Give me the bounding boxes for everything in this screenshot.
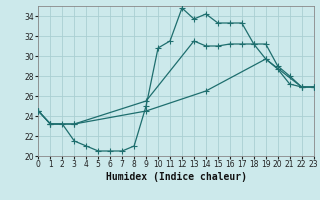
- X-axis label: Humidex (Indice chaleur): Humidex (Indice chaleur): [106, 172, 246, 182]
